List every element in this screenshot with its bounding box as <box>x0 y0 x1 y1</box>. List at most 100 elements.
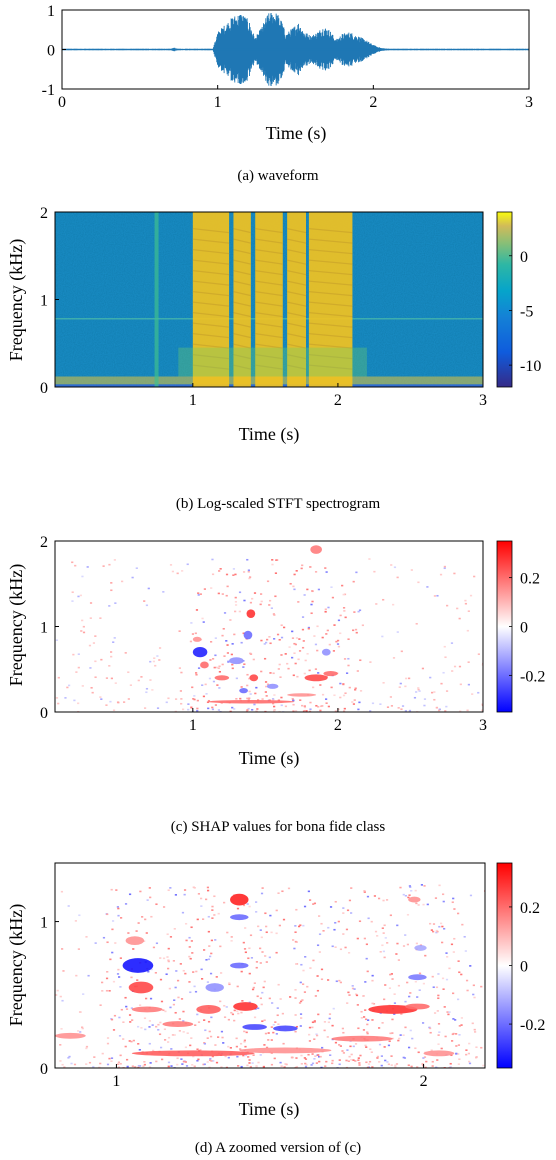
panel-d-speckle <box>272 1031 275 1034</box>
panel-d-speckle <box>473 1031 477 1033</box>
panel-d-speckle <box>85 936 88 938</box>
panel-c-speckle <box>162 591 165 593</box>
panel-c-speckle <box>255 686 258 689</box>
panel-d-speckle <box>475 1046 478 1049</box>
panel-d-speckle <box>205 958 208 961</box>
panel-d-speckle <box>233 1009 236 1012</box>
panel-d-xtick-label: 1 <box>112 1073 120 1090</box>
panel-d-speckle <box>349 1045 352 1048</box>
panel-c-speckle <box>211 658 215 660</box>
panel-d-speckle <box>373 895 377 897</box>
panel-d-speckle <box>219 1000 222 1003</box>
panel-d-speckle <box>181 1063 184 1065</box>
panel-d-speckle <box>414 1047 417 1050</box>
panel-d-shap-blob <box>368 1005 418 1014</box>
panel-d-speckle <box>252 986 255 989</box>
panel-d-speckle <box>196 918 199 921</box>
panel-c-speckle <box>343 593 347 596</box>
panel-d-speckle <box>397 959 400 961</box>
panel-d-speckle <box>244 1045 247 1048</box>
panel-d-speckle <box>352 1059 355 1061</box>
panel-d-speckle <box>433 1012 437 1014</box>
panel-c-speckle <box>459 683 462 686</box>
panel-c-speckle <box>276 633 280 636</box>
panel-d-speckle <box>380 1055 383 1057</box>
panel-d-speckle <box>384 937 387 939</box>
panel-c-speckle <box>356 670 359 672</box>
panel-b-speech-segment <box>287 212 306 387</box>
panel-b-harmonic <box>255 301 283 307</box>
panel-c-speckle <box>392 657 396 659</box>
panel-c-speckle <box>90 686 93 689</box>
panel-b-harmonic <box>255 238 283 244</box>
panel-d-speckle <box>131 1065 134 1068</box>
panel-b-speech-segment <box>233 212 251 387</box>
panel-d-speckle <box>125 1058 129 1061</box>
panel-c-speckle <box>298 638 301 640</box>
panel-c-speckle <box>337 645 341 648</box>
panel-d-speckle <box>124 996 127 999</box>
panel-d-shap-blob <box>196 1005 221 1014</box>
panel-c-speckle <box>247 570 250 573</box>
panel-c-speckle <box>408 709 412 712</box>
panel-d-speckle <box>184 1046 188 1049</box>
panel-c-speckle <box>339 614 342 617</box>
panel-d-speckle <box>326 1036 329 1038</box>
panel-d-speckle <box>164 1010 167 1013</box>
panel-c-speckle <box>291 637 295 639</box>
panel-c-speckle <box>186 563 189 566</box>
panel-d-speckle <box>264 1032 268 1035</box>
panel-d-speckle <box>190 1037 193 1039</box>
panel-d-speckle <box>249 1065 252 1068</box>
panel-d-speckle <box>273 1057 276 1060</box>
panel-d-speckle <box>308 899 312 901</box>
panel-d-speckle <box>180 1058 183 1060</box>
panel-d-speckle <box>370 1051 373 1053</box>
panel-d-speckle <box>130 1007 133 1009</box>
panel-c-speckle <box>108 665 111 667</box>
panel-c-speckle <box>196 699 199 702</box>
panel-d-speckle <box>445 952 448 954</box>
panel-d-speckle <box>357 1059 360 1062</box>
panel-d-speckle <box>163 1028 167 1031</box>
panel-b-harmonic <box>308 301 353 307</box>
panel-c-speckle <box>342 694 346 697</box>
panel-d-shap-blob <box>205 983 224 992</box>
panel-d-speckle <box>138 1004 142 1006</box>
panel-d-speckle <box>376 1057 379 1059</box>
panel-c-speckle <box>55 697 59 699</box>
panel-d-speckle <box>215 1061 219 1064</box>
panel-d-speckle <box>59 1044 62 1046</box>
panel-b-harmonic <box>255 280 283 286</box>
panel-d-speckle <box>480 985 483 988</box>
panel-d-speckle <box>416 996 419 998</box>
panel-c-speckle <box>304 659 307 662</box>
panel-d-speckle <box>101 981 104 984</box>
panel-d-speckle <box>350 1053 353 1056</box>
panel-d-speckle <box>217 912 220 915</box>
panel-d-speckle <box>389 973 392 976</box>
panel-c-speckle <box>458 617 461 620</box>
panel-d-speckle <box>350 1058 353 1061</box>
panel-d-speckle <box>468 1062 472 1065</box>
panel-d-speckle <box>162 1009 165 1012</box>
panel-d-speckle <box>202 1063 205 1066</box>
panel-d-speckle <box>149 997 153 1000</box>
panel-b-caption: (b) Log-scaled STFT spectrogram <box>176 496 381 512</box>
panel-c-speckle <box>235 677 238 680</box>
panel-c-speckle <box>345 672 349 674</box>
panel-d-speckle <box>204 1029 207 1032</box>
panel-d-speckle <box>228 982 231 984</box>
panel-d-speckle <box>257 1007 260 1010</box>
panel-d-speckle <box>206 1037 209 1039</box>
panel-c-xtick-label: 2 <box>334 717 342 734</box>
panel-d-speckle <box>106 941 109 944</box>
panel-c-speckle <box>358 609 362 612</box>
panel-d-speckle <box>172 1003 176 1006</box>
panel-c-shap-blob <box>249 674 259 682</box>
panel-d-speckle <box>320 978 324 981</box>
panel-c-speckle <box>229 619 232 621</box>
panel-b-harmonic <box>308 259 353 265</box>
panel-c-speckle <box>227 660 230 662</box>
panel-d-speckle <box>203 1063 206 1066</box>
